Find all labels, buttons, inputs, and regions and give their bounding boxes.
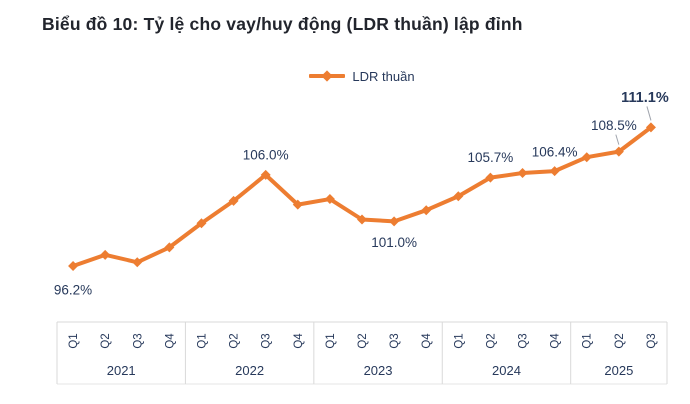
data-point-label: 106.0% (243, 147, 289, 162)
x-axis-year-label: 2025 (604, 363, 633, 378)
legend-line-marker-icon (309, 70, 346, 82)
data-point-diamond-marker (453, 191, 464, 202)
legend: LDR thuần (57, 66, 667, 86)
data-point-diamond-marker (292, 199, 303, 210)
data-point-diamond-marker (260, 169, 271, 180)
x-axis-quarter-label: Q2 (357, 333, 369, 348)
data-point-diamond-marker (549, 166, 560, 177)
x-axis-year-label: 2021 (107, 363, 136, 378)
data-point-diamond-marker (421, 205, 432, 216)
data-point-diamond-marker (517, 168, 528, 178)
legend-series-label: LDR thuần (352, 68, 415, 84)
data-point-diamond-marker (196, 218, 207, 229)
x-axis-quarter-label: Q2 (485, 333, 497, 348)
data-point-diamond-marker (100, 249, 111, 260)
data-point-label: 108.5% (591, 118, 637, 133)
data-point-label: 111.1% (621, 90, 669, 106)
x-axis-quarter-label: Q1 (325, 333, 337, 348)
x-axis-quarter-label: Q3 (646, 333, 658, 348)
data-point-diamond-marker (389, 216, 400, 227)
data-point-diamond-marker (324, 194, 335, 205)
data-point-diamond-marker (228, 195, 239, 206)
data-point-diamond-marker (613, 146, 624, 157)
x-axis-quarter-label: Q1 (68, 333, 80, 348)
data-point-label: 105.7% (468, 150, 514, 165)
data-point-label: 101.0% (371, 235, 417, 250)
x-axis-quarter-label: Q4 (164, 333, 176, 349)
data-point-label: 96.2% (54, 283, 92, 298)
x-axis-quarter-label: Q3 (132, 333, 144, 348)
x-axis-quarter-label: Q2 (100, 333, 112, 348)
chart-title: Biểu đồ 10: Tỷ lệ cho vay/huy động (LDR … (42, 14, 523, 34)
data-point-diamond-marker (357, 214, 367, 225)
x-axis-quarter-label: Q3 (518, 333, 530, 348)
x-axis-quarter-label: Q4 (421, 333, 433, 349)
data-point-label: 106.4% (532, 145, 578, 160)
x-axis-quarter-label: Q1 (582, 333, 594, 348)
data-point-diamond-marker (68, 261, 79, 271)
x-axis-quarter-label: Q2 (614, 333, 626, 348)
label-leader-line (646, 106, 652, 121)
x-axis-quarter-label: Q3 (261, 333, 273, 348)
x-axis-quarter-label: Q3 (389, 333, 401, 348)
data-point-diamond-marker (164, 242, 175, 253)
label-leader-line (615, 134, 620, 145)
x-axis-quarter-label: Q4 (293, 333, 305, 349)
x-axis-year-label: 2023 (364, 363, 393, 378)
x-axis-quarter-label: Q4 (550, 333, 562, 349)
data-point-diamond-marker (132, 257, 143, 268)
x-axis-quarter-label: Q1 (196, 333, 208, 348)
data-point-diamond-marker (645, 122, 656, 133)
x-axis-quarter-label: Q2 (229, 333, 241, 348)
data-point-diamond-marker (485, 172, 496, 183)
data-point-diamond-marker (581, 152, 592, 163)
x-axis-year-label: 2022 (235, 363, 264, 378)
x-axis-year-label: 2024 (492, 363, 521, 378)
x-axis-quarter-label: Q1 (453, 333, 465, 348)
